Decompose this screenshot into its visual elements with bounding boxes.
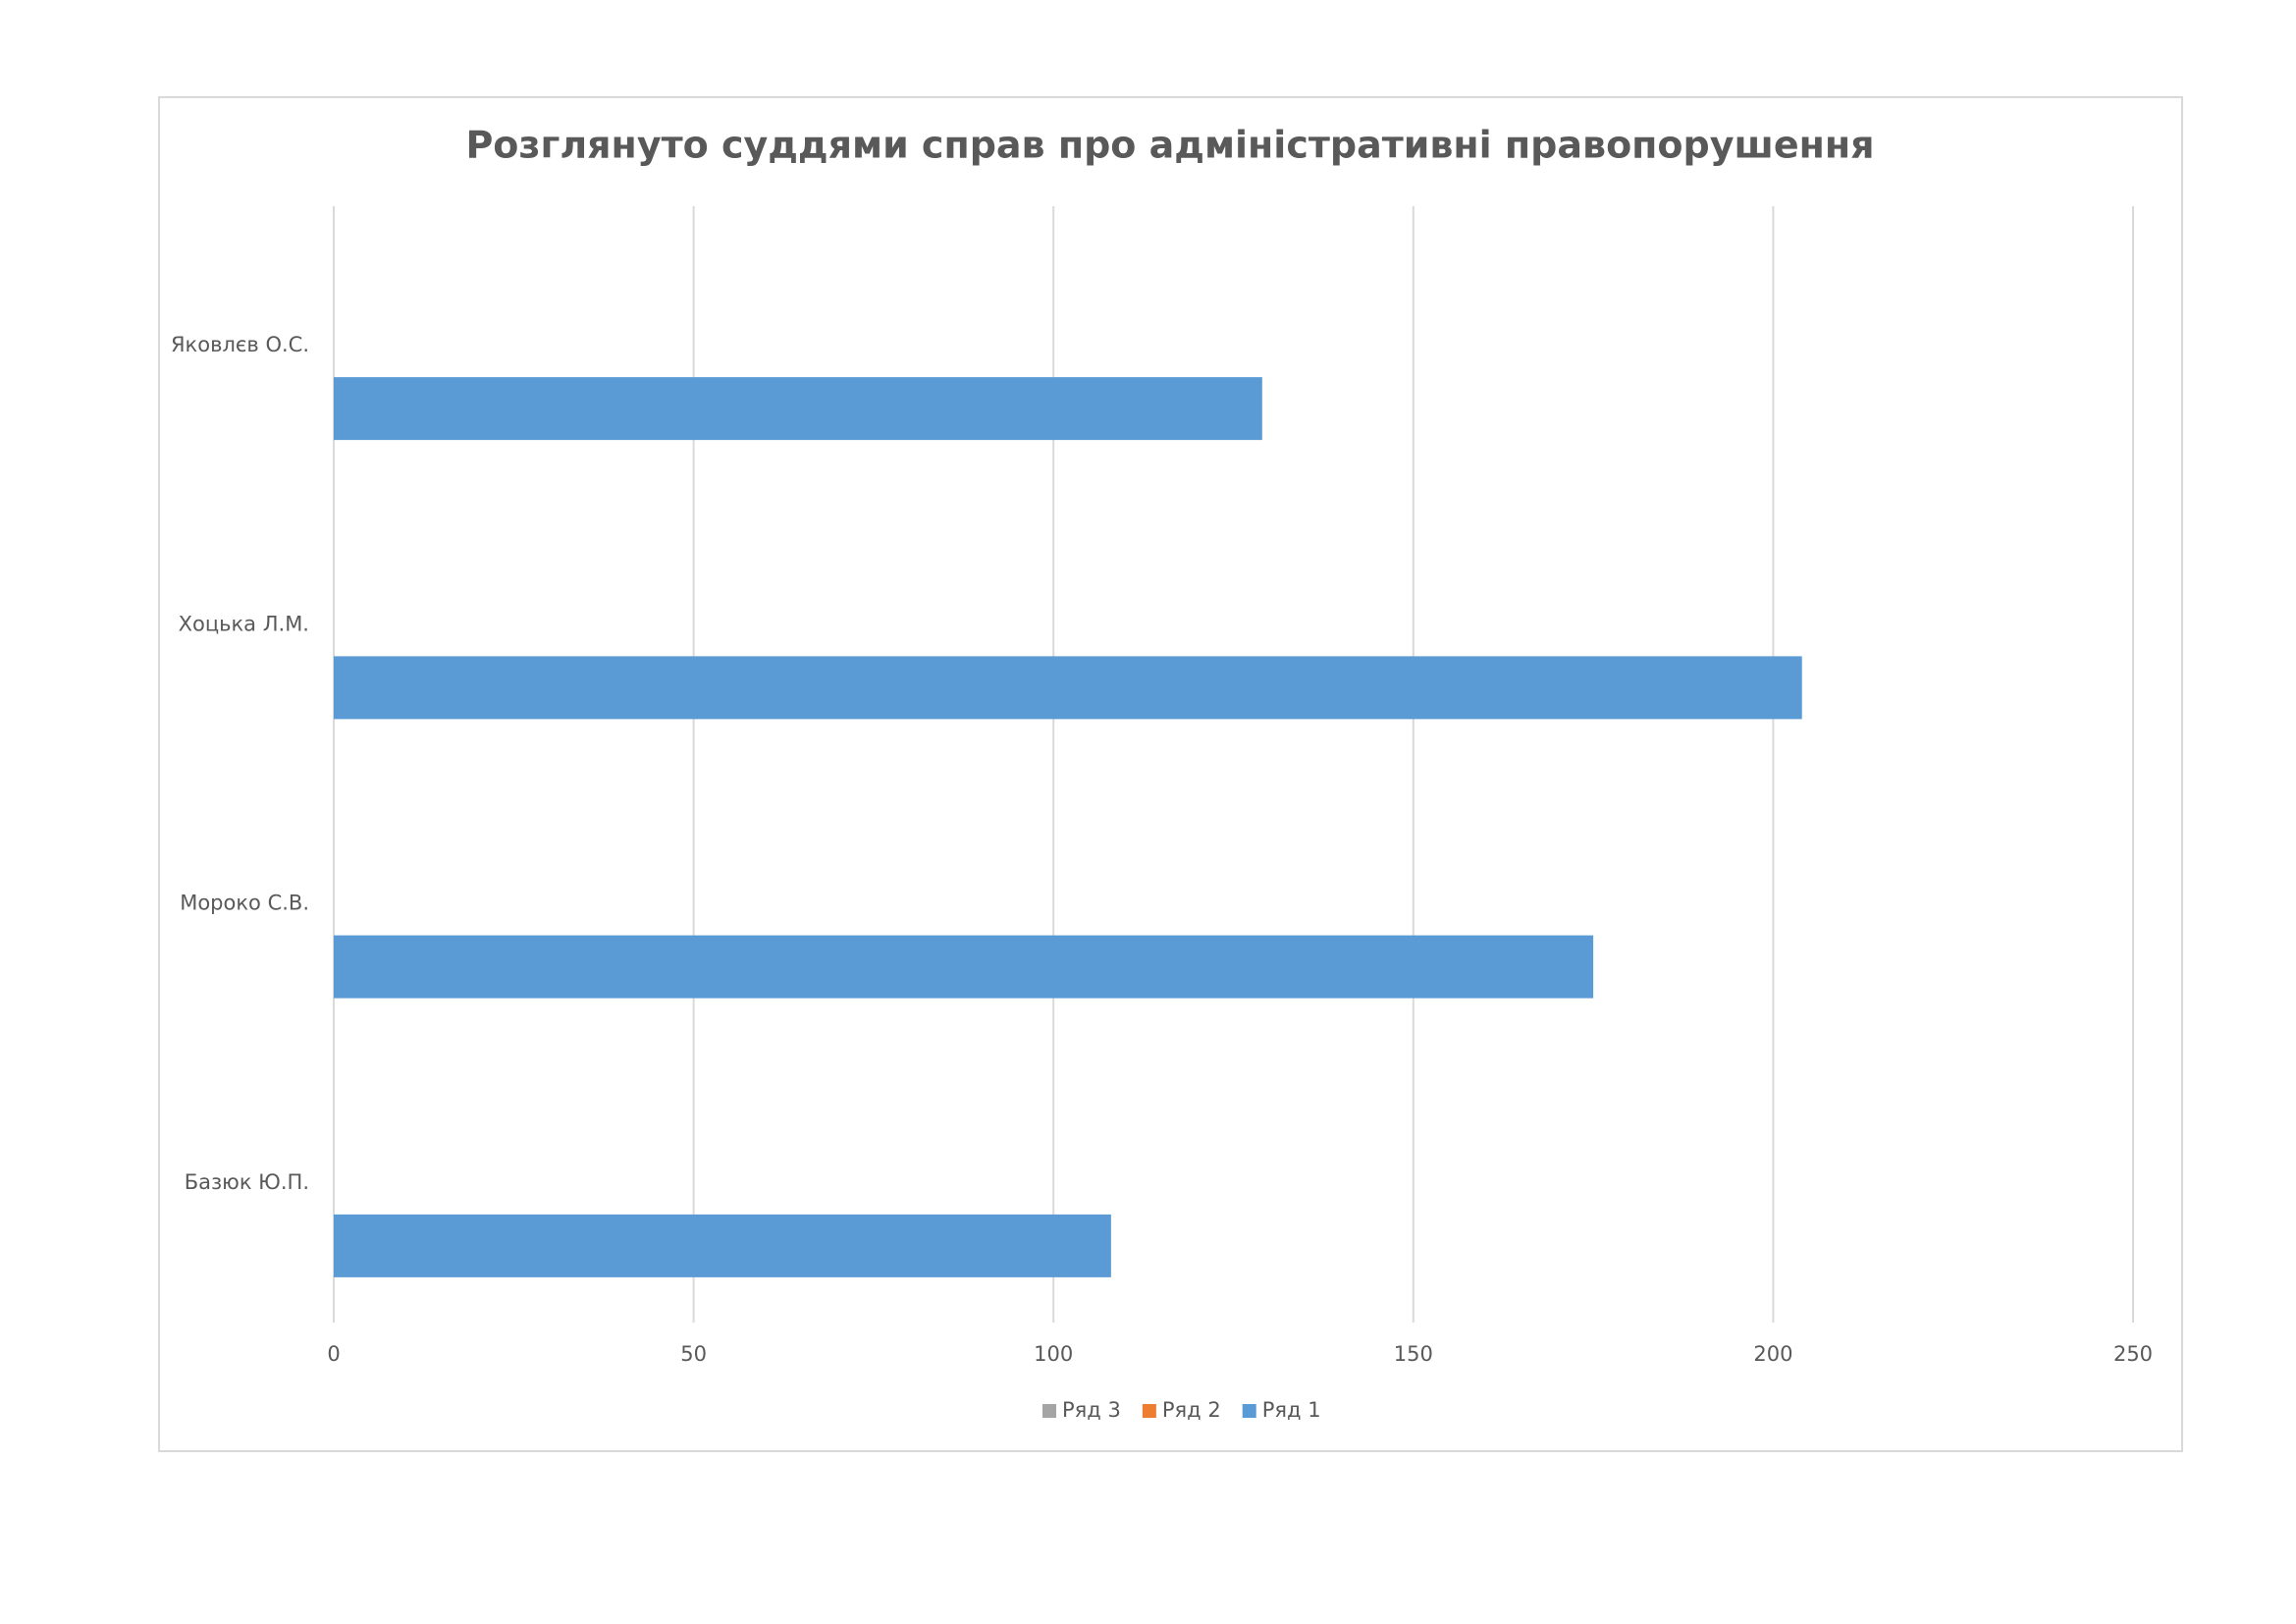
bar	[334, 1214, 1111, 1277]
x-tick-label: 150	[1394, 1342, 1433, 1366]
x-tick-label: 250	[2113, 1342, 2153, 1366]
y-tick-label: Мороко С.В.	[180, 892, 309, 915]
bar	[334, 377, 1262, 441]
legend-label: Ряд 3	[1062, 1398, 1121, 1422]
x-tick-label: 100	[1034, 1342, 1073, 1366]
legend-swatch	[1042, 1404, 1056, 1418]
x-tick-label: 200	[1753, 1342, 1792, 1366]
y-tick-label: Хоцька Л.М.	[179, 612, 309, 635]
x-tick-label: 0	[327, 1342, 340, 1366]
legend-label: Ряд 1	[1262, 1398, 1321, 1422]
legend-swatch	[1242, 1404, 1256, 1418]
y-tick-label: Базюк Ю.П.	[185, 1170, 309, 1194]
chart-title: Розглянуто суддями справ про адміністрат…	[465, 124, 1874, 167]
legend-label: Ряд 2	[1162, 1398, 1221, 1422]
bar	[334, 656, 1802, 720]
legend-swatch	[1142, 1404, 1156, 1418]
y-tick-label: Яковлєв О.С.	[171, 333, 309, 356]
bar	[334, 935, 1594, 999]
x-tick-label: 50	[680, 1342, 707, 1366]
